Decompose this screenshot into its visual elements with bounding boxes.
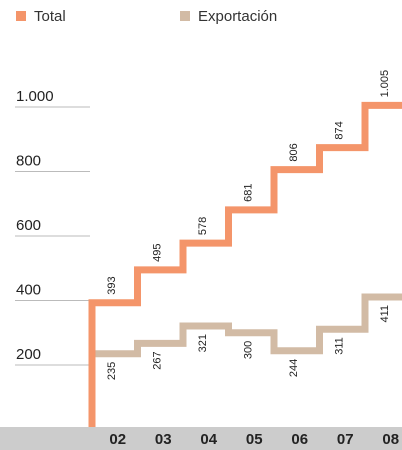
category-label-05: 05 [246,431,263,448]
category-labels: 02 03 04 05 06 07 08 [109,431,399,448]
category-label-03: 03 [155,431,172,448]
category-label-06: 06 [291,431,308,448]
series-line-total [88,101,402,427]
data-label-total-06: 806 [288,143,300,161]
y-axis-ticks: 200 400 600 800 1.000 [16,88,54,363]
legend-swatch-total [16,11,26,21]
y-tick-label-200: 200 [16,346,41,363]
legend-swatch-exportacion [180,11,190,21]
series-line-exportacion [88,293,402,427]
y-tick-label-600: 600 [16,217,41,234]
series-lines [88,101,402,427]
data-label-total-02: 393 [106,276,118,294]
data-label-exportacion-08: 411 [379,305,391,323]
y-tick-label-400: 400 [16,282,41,299]
gridlines [15,106,90,366]
data-label-exportacion-05: 300 [243,341,255,359]
legend-label-total: Total [34,8,66,25]
data-label-exportacion-07: 311 [334,337,346,355]
data-labels: 393 495 578 681 806 874 1.005 235 267 321 300 244 31… [106,70,391,380]
data-label-total-08: 1.005 [379,70,391,98]
y-tick-label-800: 800 [16,153,41,170]
data-label-exportacion-06: 244 [288,359,300,377]
data-label-total-03: 495 [152,244,164,262]
y-tick-label-1000: 1.000 [16,88,54,105]
data-label-total-07: 874 [334,121,346,139]
legend-label-exportacion: Exportación [198,8,277,25]
data-label-total-05: 681 [243,184,255,202]
legend: Total Exportación [16,8,277,25]
category-label-07: 07 [337,431,354,448]
category-axis-band [0,427,402,450]
category-label-04: 04 [200,431,217,448]
category-label-02: 02 [109,431,126,448]
data-label-total-04: 578 [197,217,209,235]
data-label-exportacion-03: 267 [152,351,164,369]
data-label-exportacion-02: 235 [106,362,118,380]
data-label-exportacion-04: 321 [197,334,209,352]
category-label-08: 08 [382,431,399,448]
